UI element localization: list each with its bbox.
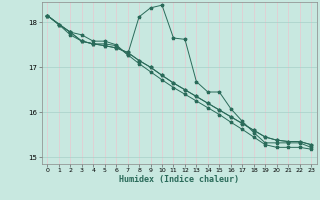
X-axis label: Humidex (Indice chaleur): Humidex (Indice chaleur) <box>119 175 239 184</box>
